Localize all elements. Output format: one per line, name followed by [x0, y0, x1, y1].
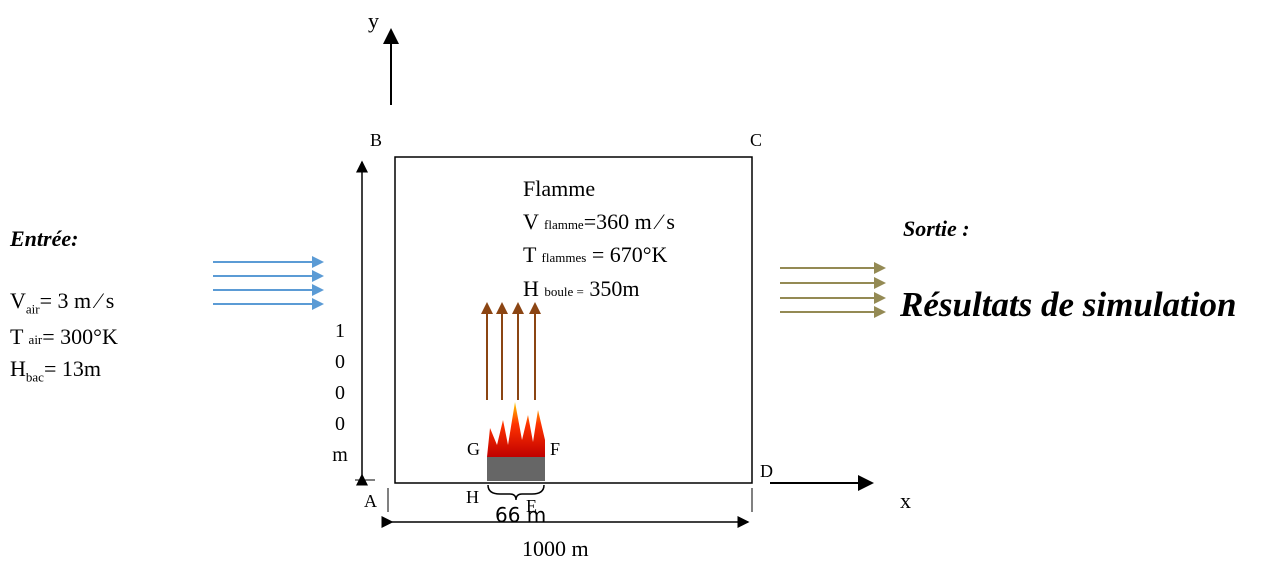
label: E [526, 496, 537, 516]
flame [487, 402, 545, 457]
text: V [10, 288, 26, 313]
text: V flamme=360 m ⁄ s [523, 211, 675, 233]
sub: bac [25, 369, 44, 385]
domain [394, 156, 753, 484]
sub: flammes [541, 250, 587, 265]
text: Flamme [523, 176, 596, 201]
title: Entrée: [10, 226, 79, 251]
text: T [10, 324, 24, 349]
label: C [750, 130, 763, 150]
title: Sortie : [903, 216, 970, 241]
text: = 300°K [42, 324, 118, 349]
sub: boule = [544, 284, 584, 299]
text: Vair= 3 m ⁄ s [10, 288, 115, 317]
dimension: 66 m [495, 503, 547, 527]
dimension: 1000 m [522, 536, 589, 561]
text: = 670°K [591, 242, 668, 267]
text: H [523, 276, 539, 301]
dimension: 1000m [329, 320, 351, 475]
text: Hbac= 13m [10, 356, 101, 385]
label: H [466, 487, 479, 507]
label: D [760, 461, 773, 481]
title: Résultats de simulation [900, 285, 1237, 324]
sub: flamme [544, 217, 584, 232]
pool [487, 457, 545, 481]
label: A [364, 491, 377, 511]
brace [487, 484, 545, 501]
outlet-arrows [780, 262, 886, 318]
label: G [467, 439, 480, 459]
text: = 13m [43, 356, 101, 381]
text: T flammes = 670°K [523, 244, 667, 266]
text: = 3 m ⁄ s [39, 288, 115, 313]
text: V [523, 209, 539, 234]
text: H [10, 356, 26, 381]
flame-arrows [481, 302, 541, 400]
text: T [523, 242, 537, 267]
sub: air [28, 332, 43, 347]
label: B [370, 130, 383, 150]
text: T air= 300°K [10, 326, 118, 348]
label: x [900, 488, 911, 513]
text: H boule = 350m [523, 278, 639, 300]
inlet-arrows [213, 256, 324, 310]
sub: air [25, 301, 40, 317]
label: F [550, 439, 561, 459]
label: y [368, 8, 379, 33]
text: 350m [589, 276, 640, 301]
text: =360 m ⁄ s [583, 209, 675, 234]
